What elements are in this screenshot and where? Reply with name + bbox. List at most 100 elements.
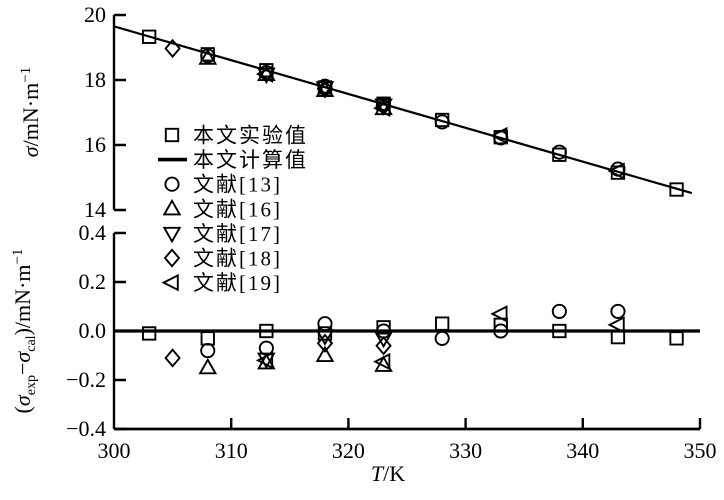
legend-entry: 本文实验值 [164, 124, 308, 148]
legend-entry: 文献[16] [162, 197, 282, 221]
y-tick-label: 18 [84, 67, 106, 92]
diamond-marker [375, 96, 392, 116]
diamond-marker [163, 248, 181, 268]
triangle-down-marker [257, 67, 276, 85]
square-marker [669, 182, 684, 197]
legend-label: 本文实验值 [193, 124, 308, 148]
square-marker [435, 316, 450, 331]
triangle-up-marker [198, 357, 218, 375]
triangle-up-marker [162, 198, 182, 216]
y-tick-label: 14 [84, 197, 106, 222]
triangle-up-marker [198, 48, 218, 65]
label-part: −1 [10, 249, 26, 265]
square-marker [142, 326, 157, 341]
legend-entry: 文献[17] [162, 222, 282, 246]
series-triangle-down [257, 67, 393, 115]
circle-marker [610, 303, 626, 319]
legend-label: 文献[18] [193, 247, 282, 271]
x-ticks [230, 418, 702, 429]
triangle-down-marker [257, 352, 276, 370]
label-part: exp [24, 375, 39, 395]
triangle-left-marker [607, 162, 625, 180]
series-triangle-up [198, 345, 393, 375]
y-tick-label: 0.4 [79, 220, 107, 245]
triangle-down-marker [315, 329, 335, 346]
legend-label: 文献[17] [193, 222, 282, 246]
square-marker [164, 127, 180, 143]
label-part: − [10, 363, 35, 375]
label-part: /K [383, 461, 405, 486]
circle-marker [551, 303, 567, 319]
y-axis-title-top: σ/mN·m−1 [18, 67, 43, 157]
y-tick-label: −0.2 [66, 367, 106, 392]
circle-marker [434, 330, 450, 346]
legend-label: 文献[13] [193, 173, 282, 197]
triangle-down-marker [162, 226, 182, 244]
square-marker [610, 329, 626, 345]
triangle-left-marker [490, 126, 508, 145]
x-tick-label: 310 [215, 438, 248, 463]
label-part: cal [24, 335, 39, 351]
diamond-marker [316, 333, 334, 353]
triangle-left-marker [161, 273, 179, 292]
y-tick-label: −0.4 [66, 416, 106, 441]
diamond-marker [164, 348, 181, 368]
circle-marker [493, 323, 509, 339]
circle-marker [200, 343, 216, 359]
square-marker [552, 323, 567, 339]
series-diamond [164, 38, 392, 116]
series-triangle-down [257, 329, 393, 370]
x-tick-label: 300 [98, 438, 131, 463]
label-part: σ [18, 145, 43, 157]
legend-label: 文献[16] [193, 197, 282, 221]
triangle-left-marker [607, 316, 625, 334]
diamond-marker [164, 38, 181, 59]
circle-marker [551, 144, 567, 160]
y-tick-label: 0.2 [79, 269, 107, 294]
y-tick-label: 0.0 [79, 318, 107, 343]
triangle-down-marker [374, 331, 393, 349]
legend-entry: 文献[13] [164, 173, 282, 197]
diamond-marker [375, 336, 392, 356]
x-tick-label: 330 [449, 438, 482, 463]
triangle-left-marker [373, 352, 391, 371]
triangle-left-marker [490, 305, 508, 323]
label-part: σ [10, 351, 35, 363]
triangle-up-marker [257, 64, 276, 82]
label-part: T [371, 461, 385, 486]
square-marker [669, 331, 684, 346]
top-panel: 20 18 16 14 σ/mN·m−1 [18, 2, 693, 222]
circle-marker [434, 114, 450, 130]
y-tick-label: 16 [84, 132, 106, 157]
series-triangle-left [255, 305, 625, 371]
series-diamond [164, 333, 392, 368]
circle-marker [164, 176, 180, 192]
x-axis-title: T/K [371, 461, 405, 486]
x-tick-label: 350 [684, 438, 717, 463]
triangle-left-marker [373, 99, 391, 118]
series-triangle-left [255, 65, 625, 180]
y-tick-label: 20 [84, 2, 106, 27]
y-ticks-bottom [114, 231, 126, 431]
triangle-left-marker [255, 65, 274, 83]
diamond-marker [316, 79, 334, 99]
y-axis-title-bottom: (σexp−σcal)/mN·m−1 [10, 249, 39, 414]
square-marker [142, 29, 157, 44]
legend-entry: 文献[19] [161, 271, 282, 295]
triangle-left-marker [255, 351, 274, 370]
legend-entry: 本文计算值 [158, 148, 308, 172]
y-ticks-top [114, 13, 126, 212]
legend-label: 文献[19] [193, 271, 282, 295]
legend-entry: 文献[18] [163, 247, 282, 271]
x-tick-label: 320 [332, 438, 365, 463]
x-tick-label: 340 [566, 438, 599, 463]
legend-label: 本文计算值 [193, 148, 308, 172]
circle-marker [317, 316, 333, 332]
square-marker [200, 331, 215, 346]
label-part: )/mN·m [10, 265, 35, 336]
label-part: /mN·m [18, 83, 43, 147]
